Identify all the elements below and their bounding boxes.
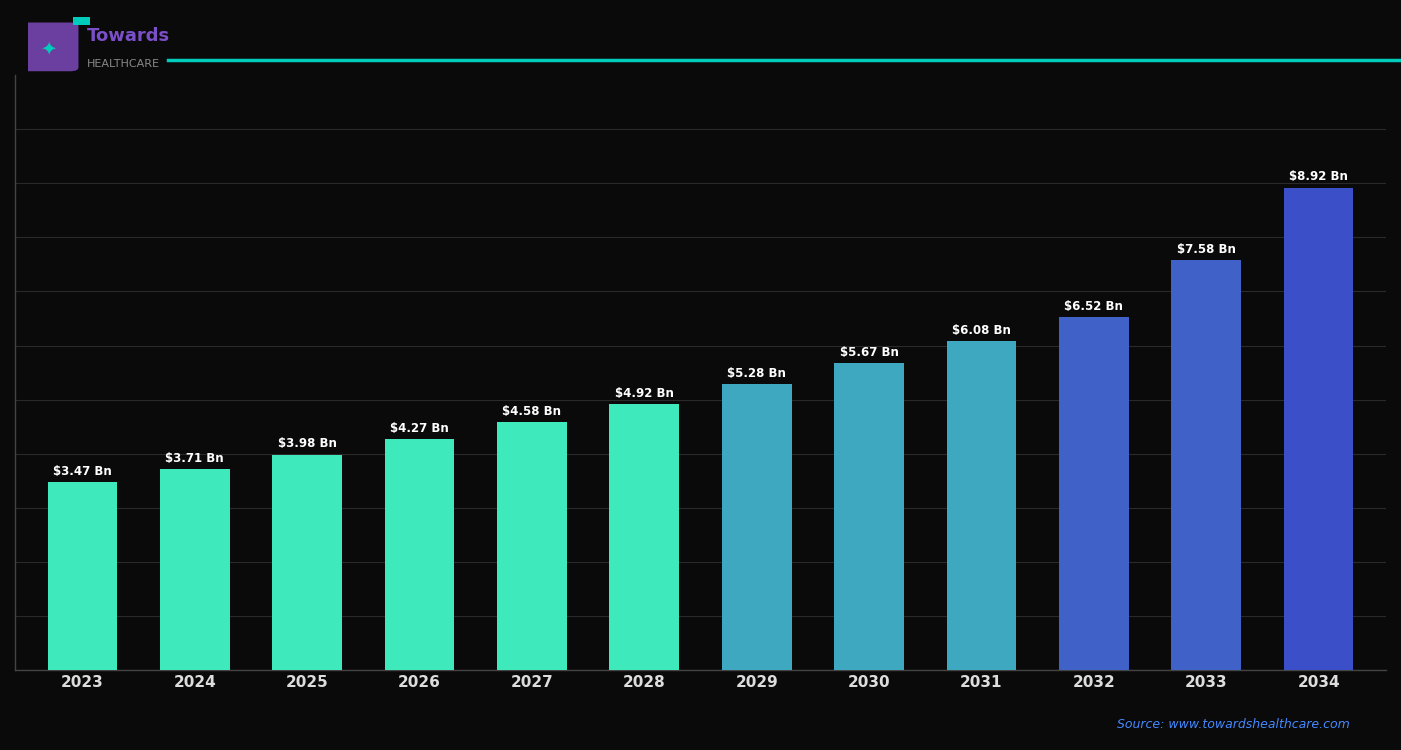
Text: $7.58 Bn: $7.58 Bn: [1177, 243, 1236, 256]
Text: HEALTHCARE: HEALTHCARE: [87, 58, 160, 69]
FancyBboxPatch shape: [73, 17, 90, 25]
Text: $3.47 Bn: $3.47 Bn: [53, 465, 112, 478]
Text: $6.52 Bn: $6.52 Bn: [1065, 300, 1124, 313]
Bar: [609, 404, 679, 670]
Bar: [385, 439, 454, 670]
Text: Towards: Towards: [87, 27, 170, 45]
Bar: [160, 470, 230, 670]
Bar: [834, 363, 904, 670]
Text: $5.67 Bn: $5.67 Bn: [839, 346, 898, 359]
Bar: [272, 454, 342, 670]
Text: $4.58 Bn: $4.58 Bn: [503, 405, 562, 418]
Text: $3.98 Bn: $3.98 Bn: [277, 437, 336, 451]
Text: $8.92 Bn: $8.92 Bn: [1289, 170, 1348, 183]
Bar: [947, 341, 1016, 670]
Text: $4.92 Bn: $4.92 Bn: [615, 386, 674, 400]
Text: Source: www.towardshealthcare.com: Source: www.towardshealthcare.com: [1117, 718, 1349, 730]
Bar: [1059, 317, 1129, 670]
Text: $3.71 Bn: $3.71 Bn: [165, 452, 224, 465]
Bar: [1283, 188, 1353, 670]
Bar: [497, 422, 567, 670]
Bar: [48, 482, 118, 670]
Text: $5.28 Bn: $5.28 Bn: [727, 368, 786, 380]
Text: $4.27 Bn: $4.27 Bn: [391, 422, 448, 435]
Text: $6.08 Bn: $6.08 Bn: [953, 324, 1012, 337]
Text: ✦: ✦: [41, 39, 56, 58]
Bar: [1171, 260, 1241, 670]
FancyBboxPatch shape: [20, 22, 78, 71]
Bar: [722, 385, 792, 670]
